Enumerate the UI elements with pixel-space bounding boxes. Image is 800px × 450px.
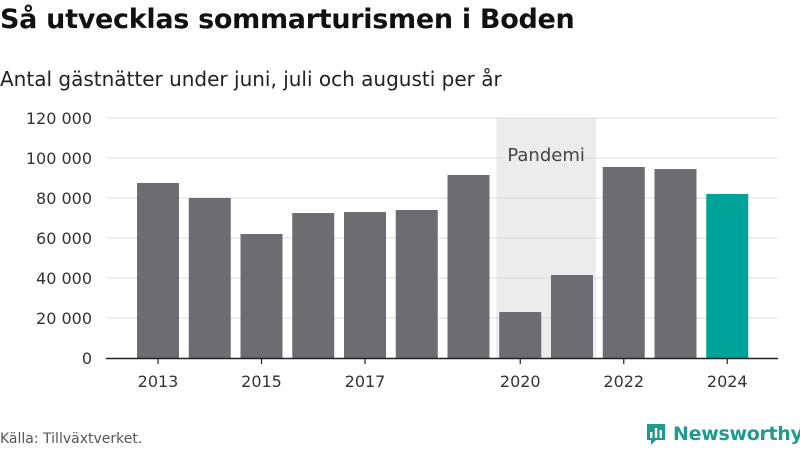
bar-2020 [499,312,542,358]
chart-title: Så utvecklas sommarturismen i Boden [0,4,575,35]
bar-2017 [344,212,386,358]
bar-2019 [447,175,490,358]
x-tick-label: 2013 [138,372,179,391]
bar-2022 [602,167,645,358]
bar-2021 [551,275,593,358]
bar-2024 [706,194,749,358]
y-tick-label: 20 000 [36,309,92,328]
bar-2023 [654,169,697,358]
bar-chart: 0 20 000 40 000 60 000 80 000 100 000 120 000 P… [26,109,778,391]
x-tick-label: 2022 [603,372,644,391]
y-tick-label: 120 000 [26,109,92,128]
y-tick-label: 80 000 [36,189,92,208]
axis-layer: 2013 2015 2017 2020 2022 2024 [106,357,778,391]
pandemic-label: Pandemi [507,145,585,166]
brand-logo: Newsworthy [645,420,800,448]
bar-2016 [292,213,335,358]
bar-2014 [188,198,231,358]
brand-name: Newsworthy [673,423,800,445]
bar-2018 [395,210,438,358]
bar-2013 [137,183,179,358]
x-tick-label: 2024 [707,372,748,391]
y-tick-label: 40 000 [36,269,92,288]
bar-layer [137,167,749,358]
chart-subtitle: Antal gästnätter under juni, juli och au… [0,67,502,91]
bar-2015 [240,234,283,358]
y-tick-label: 60 000 [36,229,92,248]
x-tick-label: 2020 [500,372,541,391]
x-tick-label: 2015 [241,372,282,391]
x-tick-label: 2017 [345,372,386,391]
y-tick-label: 100 000 [26,149,92,168]
y-tick-label: 0 [82,349,92,368]
source-note: Källa: Tillväxtverket. [0,431,143,447]
newsworthy-logo-icon [647,424,665,445]
